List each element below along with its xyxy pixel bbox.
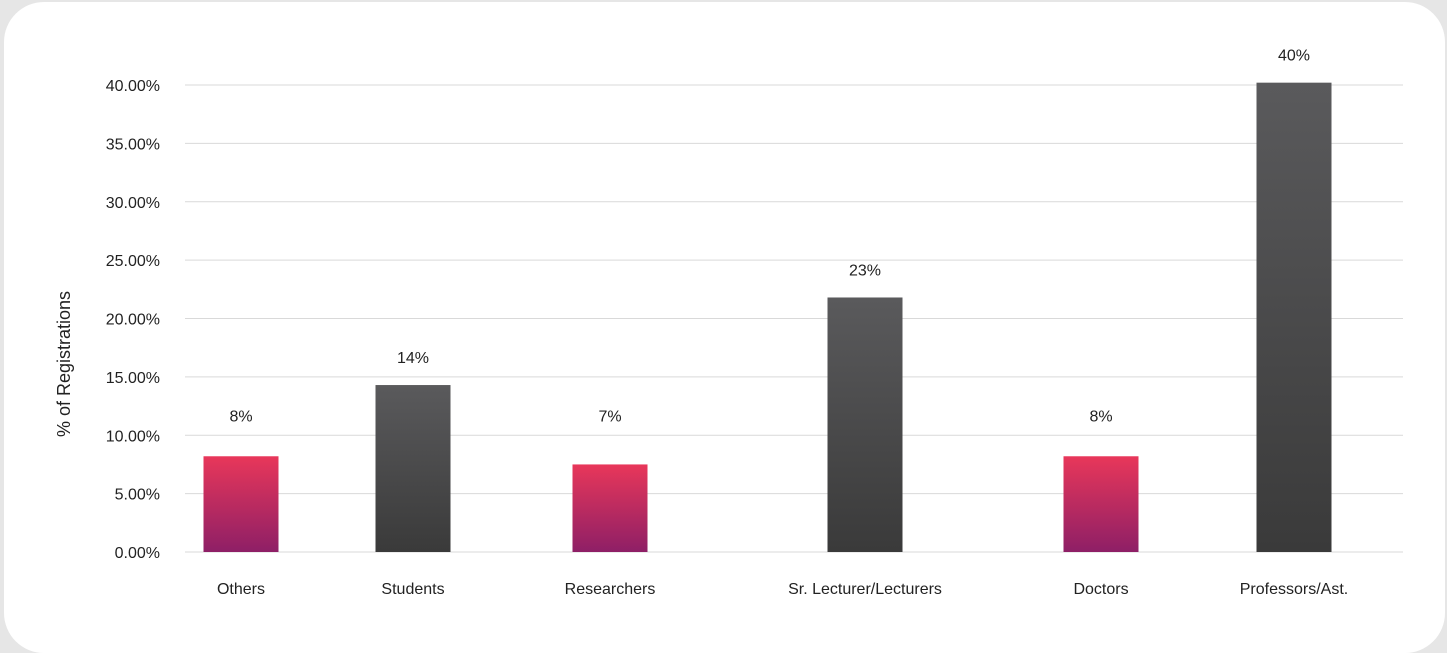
x-category-label: Doctors — [1073, 581, 1128, 598]
bar-doctors — [1063, 456, 1139, 552]
data-labels: 8% 14% 7% 23% 8% 40% — [229, 48, 1310, 426]
bar-professors-ast — [1256, 82, 1332, 552]
data-label: 7% — [598, 408, 621, 425]
y-tick-label: 0.00% — [115, 545, 160, 562]
x-axis-labels: Others Students Researchers Sr. Lecturer/Le… — [217, 581, 1348, 598]
x-category-label: Researchers — [565, 581, 656, 598]
data-label: 8% — [229, 408, 252, 425]
y-tick-label: 25.00% — [106, 253, 160, 270]
data-label: 8% — [1089, 408, 1112, 425]
bar-researchers — [572, 464, 648, 552]
y-tick-label: 5.00% — [115, 487, 160, 504]
y-tick-label: 35.00% — [106, 136, 160, 153]
y-tick-label: 30.00% — [106, 195, 160, 212]
bar-others — [203, 456, 279, 552]
y-axis-ticks: 0.00% 5.00% 10.00% 15.00% 20.00% 25.00% 30.00%… — [106, 78, 160, 562]
x-category-label: Professors/Ast. — [1240, 581, 1348, 598]
y-axis-title: % of Registrations — [54, 291, 74, 437]
bar-sr-lecturer-lecturers — [827, 297, 903, 552]
bar-students — [375, 385, 451, 552]
data-label: 23% — [849, 262, 881, 279]
data-label: 40% — [1278, 48, 1310, 65]
x-category-label: Students — [381, 581, 444, 598]
gridlines — [185, 84, 1403, 553]
bars — [203, 82, 1332, 552]
x-category-label: Others — [217, 581, 265, 598]
y-tick-label: 40.00% — [106, 78, 160, 95]
y-tick-label: 10.00% — [106, 428, 160, 445]
y-tick-label: 15.00% — [106, 370, 160, 387]
data-label: 14% — [397, 350, 429, 367]
y-tick-label: 20.00% — [106, 312, 160, 329]
x-category-label: Sr. Lecturer/Lecturers — [788, 581, 942, 598]
